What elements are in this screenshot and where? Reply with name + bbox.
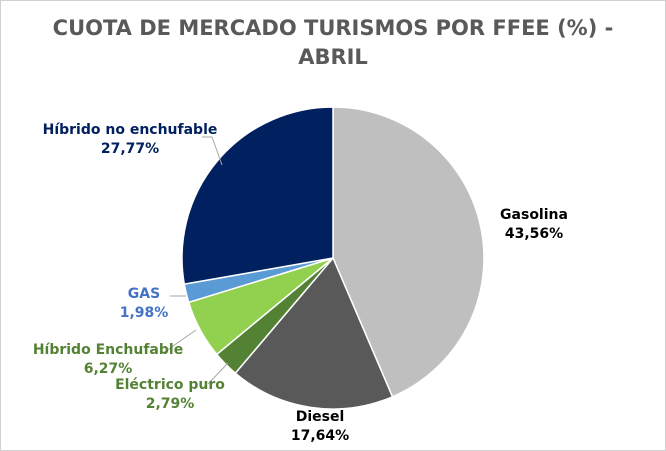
label-hibrido-enchufable: Híbrido Enchufable 6,27% [18, 341, 198, 379]
pie-slice-hibrido-no-enchufable [181, 106, 334, 285]
leader-line-hibrido-enchufable [162, 329, 197, 354]
label-diesel-name: Diesel [295, 409, 345, 425]
label-gasolina-value: 43,56% [504, 226, 564, 242]
label-gas-name: GAS [127, 286, 161, 302]
chart-title-line2: ABRIL [298, 45, 368, 69]
chart-title: CUOTA DE MERCADO TURISMOS POR FFEE (%) -… [0, 14, 666, 72]
label-diesel: Diesel 17,64% [270, 408, 370, 446]
label-hibrido-no-enchufable: Híbrido no enchufable 27,77% [40, 121, 220, 159]
label-gas-value: 1,98% [119, 305, 169, 321]
label-hibrido-enchufable-name: Híbrido Enchufable [32, 342, 184, 358]
leader-line-hibrido-no-enchufable [202, 136, 223, 166]
label-hibrido-enchufable-value: 6,27% [83, 361, 133, 377]
label-hibrido-no-enchufable-value: 27,77% [100, 141, 160, 157]
pie-slice-gasolina [332, 106, 485, 398]
label-electrico-puro-name: Eléctrico puro [115, 377, 225, 393]
label-hibrido-no-enchufable-name: Híbrido no enchufable [42, 122, 218, 138]
leader-line-electrico-puro [207, 362, 229, 385]
label-gas: GAS 1,98% [104, 285, 184, 323]
label-electrico-puro: Eléctrico puro 2,79% [100, 376, 240, 414]
label-electrico-puro-value: 2,79% [145, 396, 195, 412]
chart-title-line1: CUOTA DE MERCADO TURISMOS POR FFEE (%) - [52, 16, 614, 40]
label-diesel-value: 17,64% [290, 428, 350, 444]
pie-slice-diesel [234, 256, 394, 410]
label-gasolina: Gasolina 43,56% [484, 206, 584, 244]
label-gasolina-name: Gasolina [500, 207, 568, 223]
